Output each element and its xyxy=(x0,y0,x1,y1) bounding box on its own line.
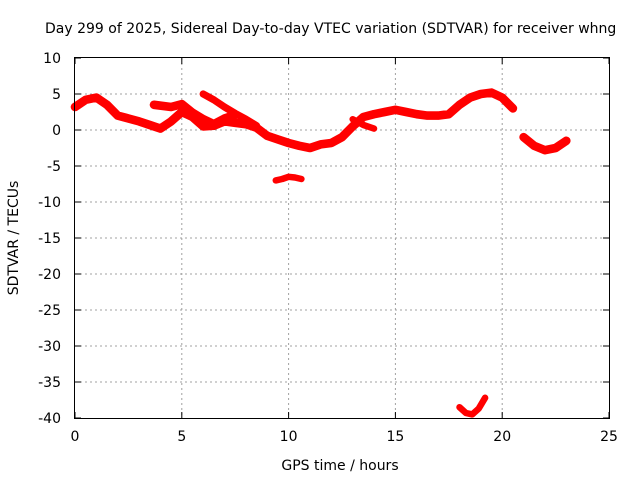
chart-title: Day 299 of 2025, Sidereal Day-to-day VTE… xyxy=(45,21,616,37)
x-tick-label: 15 xyxy=(386,429,404,445)
data-point xyxy=(232,120,238,126)
data-point xyxy=(469,411,475,417)
data-point xyxy=(457,102,462,108)
data-point xyxy=(510,105,516,111)
data-point xyxy=(350,116,356,122)
data-point xyxy=(563,138,569,144)
data-point xyxy=(200,116,206,122)
data-layer xyxy=(70,88,571,418)
data-point xyxy=(83,97,89,103)
data-point xyxy=(286,140,292,146)
data-point xyxy=(414,111,420,117)
y-tick-label: -10 xyxy=(38,195,61,211)
data-point xyxy=(286,174,292,180)
data-point xyxy=(553,145,559,151)
data-point xyxy=(382,109,388,115)
y-tick-label: 5 xyxy=(52,87,61,103)
data-point xyxy=(371,126,377,132)
data-point xyxy=(499,95,505,101)
data-point xyxy=(339,134,345,140)
x-tick-label: 5 xyxy=(177,429,186,445)
data-point xyxy=(542,147,548,153)
data-point xyxy=(318,141,324,147)
data-point xyxy=(446,111,452,117)
data-point xyxy=(264,133,270,139)
data-point xyxy=(200,91,206,97)
data-point xyxy=(232,110,238,116)
data-point xyxy=(489,90,494,96)
data-point xyxy=(279,176,285,182)
data-point xyxy=(104,102,110,108)
y-axis-label: SDTVAR / TECUs xyxy=(6,181,22,296)
data-point xyxy=(360,122,366,128)
data-point xyxy=(463,410,469,416)
data-point xyxy=(403,109,409,115)
data-point xyxy=(136,118,142,124)
data-point xyxy=(478,91,484,97)
data-point xyxy=(482,395,488,401)
y-tick-label: -25 xyxy=(38,303,61,319)
data-point xyxy=(424,113,430,119)
data-point xyxy=(371,111,377,117)
x-axis-label: GPS time / hours xyxy=(281,458,398,474)
data-point xyxy=(211,97,217,103)
data-point xyxy=(243,116,249,122)
data-point xyxy=(151,102,157,108)
data-point xyxy=(200,123,206,129)
y-tick-label: -20 xyxy=(38,267,61,283)
y-tick-label: 10 xyxy=(43,51,61,67)
data-point xyxy=(190,110,195,116)
data-point xyxy=(222,116,227,121)
data-point xyxy=(531,143,537,149)
x-tick-label: 0 xyxy=(71,429,80,445)
data-point xyxy=(179,109,185,115)
data-point xyxy=(222,104,227,110)
data-point xyxy=(350,123,356,129)
data-point xyxy=(157,126,163,132)
axis-ticks: 0 5 10 15 20 25 10 5 0 -5 -10 -15 -20 -25 -30 -35 -40 xyxy=(38,51,618,445)
y-tick-label: -5 xyxy=(47,159,61,175)
y-tick-label: -15 xyxy=(38,231,61,247)
data-point xyxy=(93,95,99,101)
grid xyxy=(75,58,609,418)
plot-frame xyxy=(74,57,610,419)
x-tick-label: 25 xyxy=(600,429,618,445)
data-point xyxy=(521,134,527,140)
y-tick-label: -30 xyxy=(38,339,61,355)
data-point xyxy=(168,118,174,124)
data-point xyxy=(435,113,441,119)
data-point xyxy=(392,107,398,113)
data-point xyxy=(298,176,304,182)
data-point xyxy=(254,123,260,129)
data-point xyxy=(211,121,217,127)
data-point xyxy=(476,406,482,412)
y-tick-label: -40 xyxy=(38,411,61,427)
data-point xyxy=(273,177,279,183)
data-point xyxy=(467,95,473,101)
data-point xyxy=(307,145,313,151)
data-point xyxy=(360,114,366,120)
x-tick-label: 10 xyxy=(280,429,298,445)
data-point xyxy=(179,101,185,107)
data-point xyxy=(147,122,153,128)
y-tick-label: -35 xyxy=(38,375,61,391)
data-point xyxy=(125,116,131,121)
data-point xyxy=(115,113,121,119)
y-tick-label: 0 xyxy=(52,123,61,139)
x-tick-label: 20 xyxy=(493,429,511,445)
data-point xyxy=(457,404,462,410)
data-point xyxy=(168,104,174,110)
data-point xyxy=(328,140,334,146)
data-point xyxy=(292,175,298,180)
data-point xyxy=(275,136,281,142)
data-point xyxy=(296,143,302,149)
